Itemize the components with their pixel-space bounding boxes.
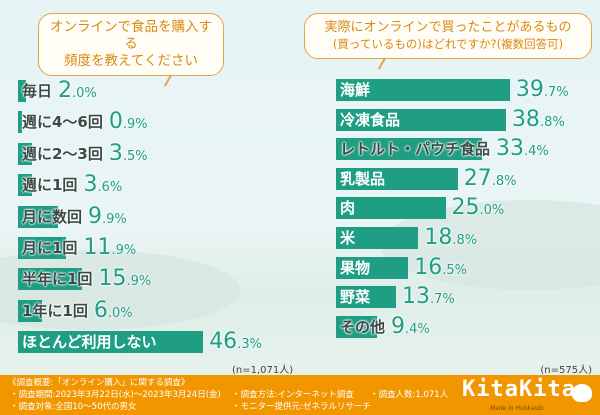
hokkaido-icon: [572, 384, 592, 402]
category-label: 週に2〜3回: [22, 144, 103, 163]
category-label: 肉: [340, 199, 356, 218]
value-label: 6.0%: [93, 297, 133, 323]
bar: [18, 331, 204, 354]
value-label: 39.7%: [515, 77, 569, 102]
question-text: 頻度を教えてください: [64, 53, 198, 69]
question-text: オンラインで食品を購入する: [50, 19, 212, 52]
question-bubble-right: 実際にオンラインで買ったことがあるもの (買っているもの)はどれですか?(複数回…: [304, 13, 592, 70]
category-label: 半年に1回: [22, 270, 93, 289]
bar: [18, 268, 82, 291]
bar: [18, 174, 33, 197]
category-label: レトルト・パウチ食品: [340, 140, 491, 159]
question-text: (買っているもの)はどれですか?(複数回答可): [332, 37, 564, 51]
category-label: 冷凍食品: [340, 110, 401, 129]
category-label: 月に数回: [22, 207, 83, 226]
category-label: 週に4〜6回: [22, 113, 103, 132]
value-label: 18.8%: [424, 225, 478, 250]
value-label: 9.4%: [391, 313, 430, 339]
bar: [336, 79, 510, 101]
category-label: 海鮮: [340, 81, 371, 99]
value-label: 38.8%: [511, 106, 565, 132]
value-label: 33.4%: [496, 136, 549, 162]
bar: [18, 142, 32, 165]
logo-tagline: Made in Hokkaido: [490, 405, 544, 412]
value-label: 46.3%: [209, 329, 262, 355]
kitakita-logo: KitaKita: [462, 377, 576, 402]
value-label: 11.9%: [83, 235, 137, 260]
bar: [18, 237, 66, 259]
bar: [18, 205, 58, 228]
question-bubble-left: オンラインで食品を購入する 頻度を教えてください: [38, 13, 224, 87]
category-label: ほとんど利用しない: [22, 333, 157, 352]
bar: [18, 111, 22, 134]
value-label: 25.0%: [451, 195, 505, 221]
question-text: 実際にオンラインで買ったことがあるもの: [324, 20, 572, 35]
category-label: 野菜: [340, 288, 371, 307]
bar: [336, 227, 419, 249]
survey-count: ・調査人数:1,071人: [370, 390, 449, 400]
category-label: その他: [340, 317, 386, 336]
value-label: 2.0%: [58, 78, 97, 103]
bar: [336, 197, 446, 220]
bar: [336, 286, 396, 309]
category-label: 週に1回: [22, 176, 78, 195]
frequency-chart: 毎日 2.0% 週に4〜6回 0.9% 週に2〜3回 3.5% 週に1回 3.6% 月に数回 9.…: [18, 78, 262, 355]
bar: [336, 167, 458, 190]
category-label: 乳製品: [340, 169, 386, 188]
sample-size-left: (n=1,071人): [232, 365, 294, 376]
bar: [18, 80, 26, 102]
survey-period: ・調査期間:2023年3月22日(水)〜2023年3月24日(金): [10, 390, 221, 400]
survey-heading: 《調査概要:「オンライン購入」に関する調査》: [8, 378, 190, 388]
survey-footer: 《調査概要:「オンライン購入」に関する調査》 ・調査期間:2023年3月22日(…: [0, 375, 600, 415]
value-label: 27.8%: [463, 165, 517, 191]
survey-provider: ・モニター提供元:ゼネラルリサーチ: [232, 402, 371, 412]
value-label: 15.9%: [98, 266, 152, 292]
value-label: 16.5%: [414, 254, 468, 280]
value-label: 13.7%: [402, 284, 455, 310]
survey-target: ・調査対象:全国10〜50代の男女: [10, 402, 137, 412]
value-label: 3.6%: [83, 172, 123, 198]
category-label: 米: [340, 229, 356, 247]
category-label: 月に1回: [22, 239, 78, 257]
value-label: 3.5%: [108, 140, 148, 166]
value-label: 9.9%: [88, 203, 127, 229]
bar: [18, 299, 42, 322]
purchased-items-chart: 海鮮 39.7% 冷凍食品 38.8% レトルト・パウチ食品 33.4% 乳製品 27.8% 肉…: [336, 77, 569, 339]
survey-method: ・調査方法:インターネット調査: [232, 390, 354, 400]
category-label: 1年に1回: [22, 301, 88, 320]
bar: [336, 108, 506, 131]
category-label: 果物: [340, 258, 371, 277]
category-label: 毎日: [22, 82, 53, 100]
bar: [336, 315, 378, 338]
sample-size-right: (n=575人): [540, 365, 592, 376]
bar: [336, 138, 483, 161]
value-label: 0.9%: [108, 109, 148, 135]
bar: [336, 256, 409, 279]
